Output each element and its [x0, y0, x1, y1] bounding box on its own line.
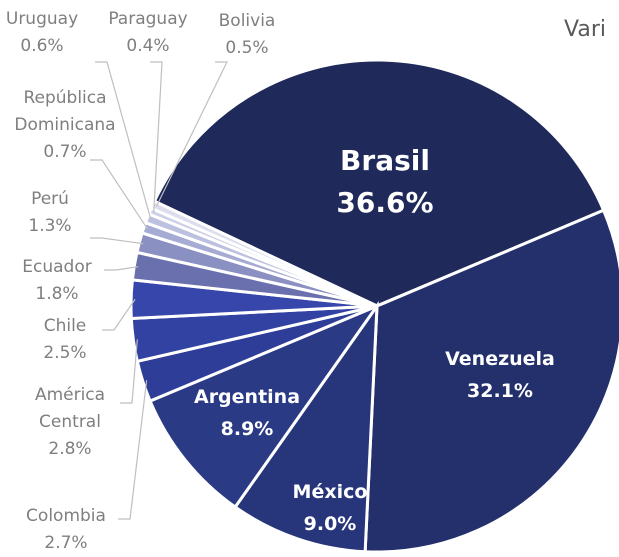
- category-label: México: [292, 481, 368, 503]
- slice-label: Paraguay 0.4%: [98, 6, 198, 60]
- value-label: 36.6%: [336, 186, 434, 219]
- category-label: República Dominicana: [14, 88, 116, 135]
- leader-line: [118, 380, 148, 520]
- slice-label: Colombia 2.7%: [0, 503, 136, 557]
- slice-label: Argentina 8.9%: [177, 381, 317, 445]
- value-label: 8.9%: [220, 418, 274, 440]
- category-label: Ecuador: [22, 257, 92, 277]
- slice-label: Chile 2.5%: [5, 313, 125, 367]
- value-label: 1.8%: [35, 284, 79, 304]
- leader-line: [102, 298, 136, 331]
- category-label: Bolivia: [218, 11, 276, 31]
- slice-label: México 9.0%: [265, 476, 395, 540]
- category-label: Colombia: [26, 506, 106, 526]
- value-label: 2.5%: [43, 343, 87, 363]
- chart-title: Vari: [564, 17, 606, 42]
- category-label: Perú: [31, 189, 69, 209]
- slice-label: Bolivia 0.5%: [197, 8, 297, 62]
- leader-line: [90, 237, 144, 245]
- category-label: América Central: [34, 385, 106, 432]
- category-label: Chile: [43, 316, 87, 336]
- slice-label: Perú 1.3%: [0, 186, 100, 240]
- category-label: Argentina: [193, 386, 301, 408]
- value-label: 32.1%: [467, 380, 533, 402]
- pie-slice: [152, 58, 606, 308]
- category-label: Paraguay: [108, 9, 188, 29]
- value-label: 0.4%: [126, 36, 170, 56]
- category-label: Venezuela: [445, 348, 555, 370]
- pie-slice: [233, 300, 379, 552]
- leader-line: [150, 61, 163, 213]
- pie-slice: [148, 302, 382, 510]
- slice-label: Uruguay 0.6%: [0, 6, 87, 60]
- value-label: 2.8%: [48, 439, 92, 459]
- leader-line: [95, 61, 152, 220]
- slice-label: Ecuador 1.8%: [0, 254, 117, 308]
- value-label: 9.0%: [303, 513, 357, 535]
- slice-label: América Central 2.8%: [10, 382, 130, 463]
- category-label: Uruguay: [5, 9, 79, 29]
- slice-label: República Dominicana 0.7%: [0, 85, 130, 166]
- leader-line: [155, 61, 228, 207]
- slice-label: Brasil 36.6%: [285, 140, 485, 224]
- slice-label: Venezuela 32.1%: [435, 343, 565, 407]
- value-label: 0.7%: [43, 142, 87, 162]
- leader-line: [120, 339, 138, 404]
- value-label: 0.6%: [20, 36, 64, 56]
- value-label: 2.7%: [44, 533, 88, 553]
- leader-line: [104, 266, 139, 271]
- leader-line: [90, 159, 149, 230]
- value-label: 1.3%: [28, 216, 72, 236]
- category-label: Brasil: [340, 144, 430, 177]
- pie-slice: [363, 208, 619, 552]
- value-label: 0.5%: [225, 38, 269, 58]
